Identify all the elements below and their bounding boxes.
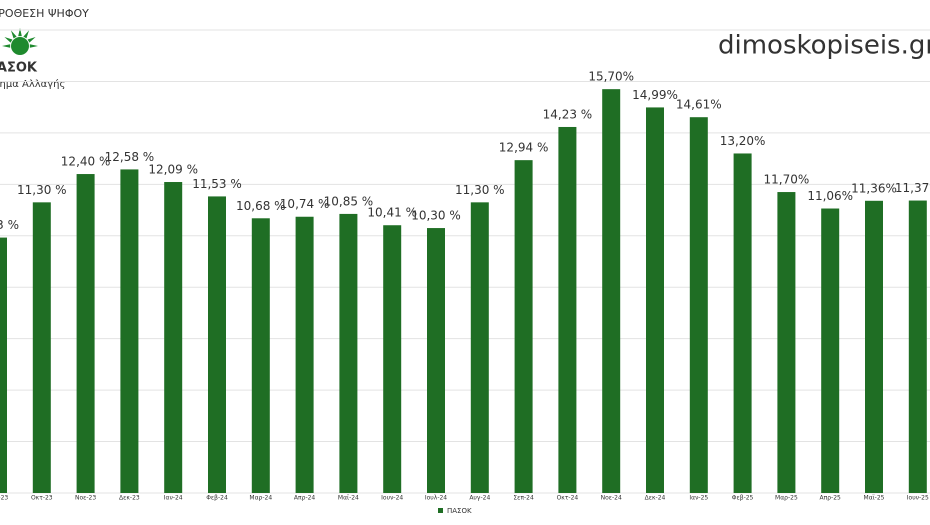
data-label: 9,93 %: [0, 218, 19, 232]
logo-ray: [18, 28, 22, 37]
chart-title: ΠΡΟΘΕΣΗ ΨΗΦΟΥ: [0, 7, 89, 20]
data-label: 10,41 %: [367, 206, 417, 220]
data-label: 11,37%: [895, 181, 930, 195]
x-tick-label: Δεκ-24: [645, 495, 666, 502]
data-label: 11,30 %: [17, 183, 67, 197]
x-tick-label: Μαϊ-25: [864, 495, 885, 502]
bar: [821, 208, 840, 494]
x-tick-label: Σεπ-23: [0, 495, 8, 502]
bar: [427, 228, 445, 494]
x-tick-label: Ιαν-25: [689, 495, 708, 502]
data-label: 13,20%: [720, 134, 766, 148]
bar: [251, 218, 270, 493]
x-tick-label: Φεβ-25: [732, 495, 754, 502]
data-label: 14,61%: [676, 98, 722, 112]
data-label: 10,74 %: [280, 197, 330, 211]
bar: [777, 192, 796, 494]
bar: [0, 237, 7, 493]
bar: [646, 107, 664, 493]
bar: [470, 202, 489, 494]
data-label: 10,68 %: [236, 199, 286, 213]
bar: [514, 160, 533, 493]
logo-subtitle: Κίνημα Αλλαγής: [0, 78, 65, 90]
x-tick-label: Οκτ-23: [31, 495, 53, 502]
x-tick-label: Οκτ-24: [557, 495, 579, 502]
bar: [558, 126, 577, 493]
logo-ray: [11, 30, 17, 39]
data-label: 15,70%: [588, 70, 634, 84]
x-tick-label: Ιουν-24: [381, 495, 403, 502]
data-label: 14,23 %: [543, 107, 593, 121]
data-label: 12,94 %: [499, 141, 549, 155]
x-tick-label: Απρ-24: [294, 495, 316, 502]
data-label: 14,99%: [632, 88, 678, 102]
x-tick-label: Ιαν-24: [164, 495, 183, 502]
logo-ray: [23, 30, 29, 39]
logo-ray: [29, 44, 38, 48]
logo-ray: [4, 37, 13, 43]
data-label: 10,85 %: [324, 194, 374, 208]
data-label: 12,09 %: [148, 163, 198, 177]
x-tick-label: Απρ-25: [820, 495, 842, 502]
x-tick-label: Αυγ-24: [469, 495, 490, 502]
x-tick-label: Μαϊ-24: [338, 495, 359, 502]
x-tick-label: Σεπ-24: [513, 495, 534, 502]
logo-ray: [2, 44, 11, 48]
x-tick-label: Φεβ-24: [206, 495, 228, 502]
data-label: 12,58 %: [105, 150, 155, 164]
data-label: 10,30 %: [411, 209, 461, 223]
bar: [32, 202, 51, 494]
bar: [733, 153, 752, 493]
logo-ray: [27, 37, 36, 43]
data-label: 12,40 %: [61, 155, 111, 169]
bar: [689, 117, 708, 493]
x-tick-label: Μαρ-24: [249, 495, 272, 502]
x-tick-label: Ιουλ-24: [425, 495, 447, 502]
x-tick-label: Μαρ-25: [775, 495, 798, 502]
x-tick-label: Νοε-23: [75, 495, 96, 502]
bar: [164, 182, 183, 494]
logo-text: ΠΑΣΟΚ: [0, 61, 38, 76]
bar: [383, 225, 402, 493]
bar: [339, 213, 358, 494]
x-tick-label: Δεκ-23: [119, 495, 140, 502]
legend-label: ΠΑΣΟΚ: [447, 507, 472, 515]
data-label: 11,53 %: [192, 177, 242, 191]
bar: [120, 169, 139, 494]
bar: [908, 200, 927, 493]
data-label: 11,36%: [851, 181, 897, 195]
logo: [2, 28, 38, 55]
legend-swatch: [438, 508, 443, 513]
bar: [602, 89, 621, 494]
bar: [208, 196, 226, 493]
bar: [76, 174, 95, 494]
data-label: 11,70%: [764, 173, 810, 187]
watermark: dimoskopiseis.gr: [718, 31, 930, 61]
x-tick-label: Ιουν-25: [907, 495, 929, 502]
bar: [295, 216, 314, 493]
data-label: 11,30 %: [455, 183, 505, 197]
bar: [865, 200, 883, 493]
x-tick-label: Νοε-24: [601, 495, 622, 502]
data-label: 11,06%: [807, 189, 853, 203]
